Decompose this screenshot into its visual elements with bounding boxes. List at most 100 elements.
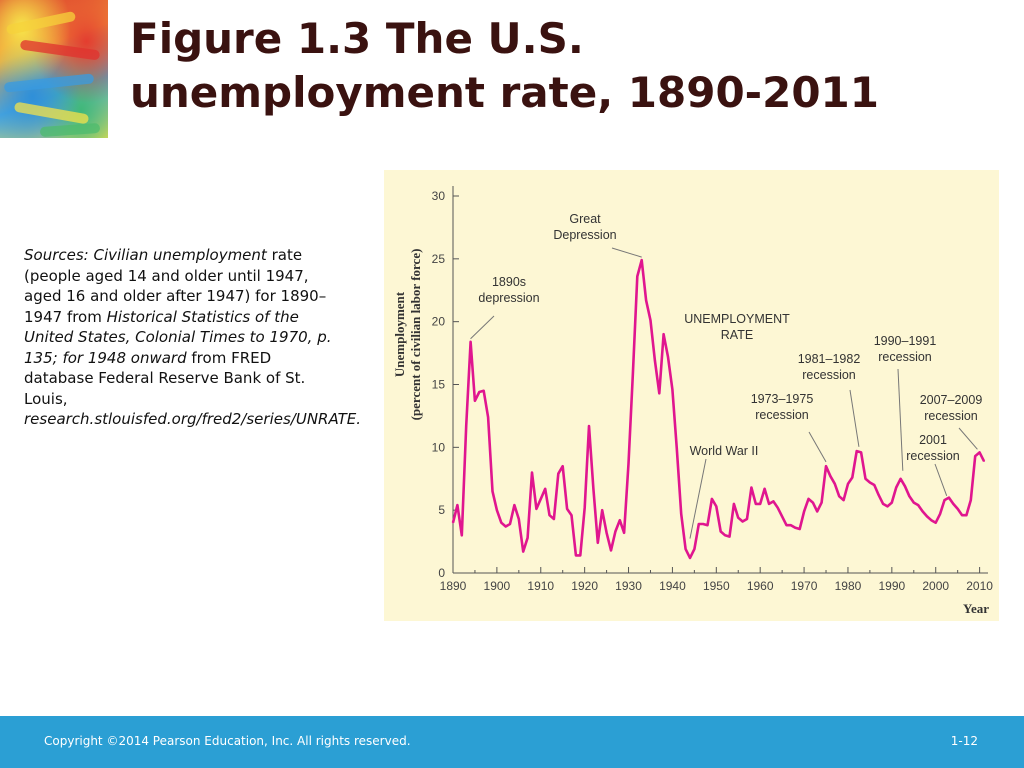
data-point (719, 530, 722, 533)
data-point (531, 471, 533, 474)
x-tick-label: 1890 (440, 579, 467, 593)
x-tick-label: 2010 (966, 579, 993, 593)
data-point (557, 472, 560, 475)
data-point (680, 513, 682, 515)
data-point (575, 554, 577, 557)
data-point (676, 447, 678, 450)
sources-note: Sources: Civilian unemployment rate (peo… (24, 245, 361, 430)
data-point (790, 524, 792, 527)
data-point (908, 495, 911, 498)
data-point (943, 499, 946, 501)
annotation-leader-world-war-ii (689, 458, 707, 539)
unemployment-line-chart: 0 5 10 15 20 25 30 1890 1900 1910 1920 1930 1940 1950… (392, 186, 993, 616)
data-point (671, 388, 674, 391)
annotation-line: recession (878, 350, 932, 364)
y-axis-title-line: (percent of civilian labor force) (408, 249, 423, 421)
data-point (632, 372, 634, 374)
y-tick-label: 30 (432, 189, 446, 203)
data-point (816, 510, 819, 513)
x-tick-label: 1910 (527, 579, 554, 593)
data-point (926, 515, 928, 518)
data-point (759, 503, 761, 505)
slide-title: Figure 1.3 The U.S. unemployment rate, 1… (130, 14, 880, 117)
y-tick-label: 25 (432, 252, 446, 266)
data-point (588, 425, 590, 427)
data-point (776, 506, 779, 509)
annotation-leader-recession-2001 (934, 463, 948, 497)
data-point (917, 504, 919, 506)
annotation-recession-1990-1991: 1990–1991 recession (874, 334, 937, 364)
data-point (614, 530, 617, 533)
x-tick-label: 1940 (659, 579, 686, 593)
annotation-leader-recession-1981-1982 (849, 389, 860, 447)
data-point (904, 485, 906, 488)
data-point (877, 494, 880, 496)
data-point (798, 528, 801, 530)
data-point (978, 451, 981, 454)
data-point (768, 503, 770, 505)
data-point (561, 465, 564, 467)
data-point (869, 481, 871, 484)
data-point (513, 504, 516, 506)
data-point (592, 488, 595, 490)
data-point (452, 521, 454, 524)
data-point (838, 495, 840, 498)
data-point (794, 526, 797, 529)
sources-run: research.stlouisfed.org/fred2/series/UNR… (24, 410, 362, 428)
annotation-unemployment-rate: UNEMPLOYMENT RATE (684, 312, 790, 342)
data-point (553, 518, 555, 520)
annotation-leader-recession-1973-1975 (808, 431, 827, 463)
data-point (623, 531, 625, 534)
data-point (662, 333, 665, 336)
data-point (496, 509, 498, 511)
annotation-recession-2001: 2001 recession (906, 433, 960, 463)
x-tick-label: 1950 (703, 579, 730, 593)
annotation-leader-recession-1990-1991 (897, 368, 904, 471)
data-point (610, 549, 612, 552)
annotation-line: 2007–2009 (920, 393, 983, 407)
slide-footer: Copyright ©2014 Pearson Education, Inc. … (0, 716, 1024, 768)
sources-run: from FRED database Federal Reserve Bank … (24, 348, 306, 408)
data-point (697, 523, 700, 525)
data-point (618, 519, 621, 522)
data-point (860, 451, 862, 454)
data-point (803, 510, 805, 513)
annotation-line: Great (569, 212, 601, 226)
data-point (667, 356, 669, 358)
annotation-recession-1981-1982: 1981–1982 recession (798, 352, 861, 382)
data-point (833, 482, 836, 485)
x-tick-label: 1960 (747, 579, 774, 593)
data-point (570, 514, 573, 516)
data-point (706, 524, 709, 527)
data-point (469, 340, 472, 343)
annotation-line: recession (924, 409, 978, 423)
data-point (544, 488, 546, 490)
data-point (899, 477, 902, 480)
data-point (724, 534, 726, 537)
data-point (882, 503, 884, 505)
data-point (886, 505, 889, 508)
y-tick-label: 0 (438, 566, 445, 580)
x-tick-label: 1990 (878, 579, 905, 593)
annotation-recession-2007-2009: 2007–2009 recession (920, 393, 983, 423)
data-point (772, 500, 775, 503)
data-point (820, 501, 823, 504)
data-point (970, 499, 972, 501)
data-point (939, 513, 941, 515)
data-point (566, 508, 568, 510)
data-point (930, 519, 933, 522)
data-point (597, 542, 599, 544)
data-point (807, 498, 810, 500)
annotation-line: UNEMPLOYMENT (684, 312, 790, 326)
annotation-line: 2001 (919, 433, 947, 447)
data-point (847, 482, 849, 485)
annotation-line: recession (906, 449, 960, 463)
data-point (728, 535, 731, 538)
x-tick-label: 2000 (922, 579, 949, 593)
data-point (645, 299, 647, 302)
data-point (785, 524, 788, 527)
data-point (750, 486, 753, 489)
data-point (763, 488, 766, 490)
data-point (873, 484, 876, 486)
annotation-leader-recession-2007-2009 (958, 427, 978, 450)
